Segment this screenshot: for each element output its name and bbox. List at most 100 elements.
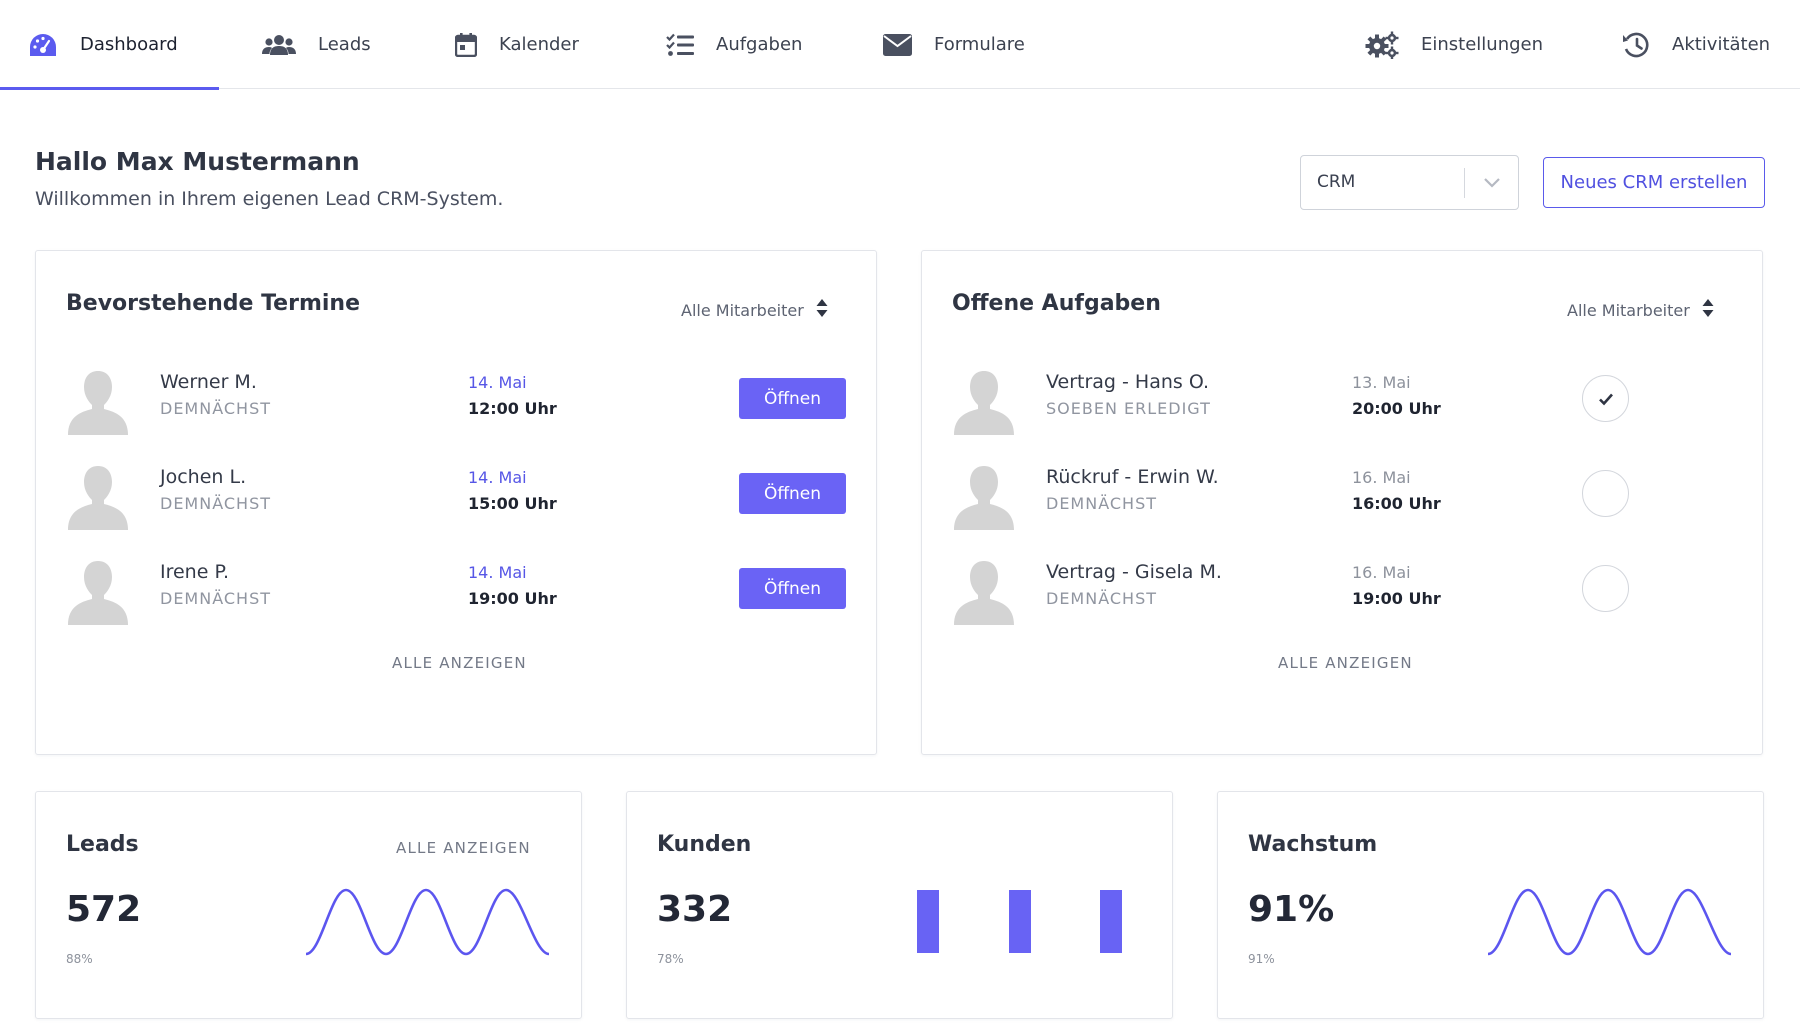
appointment-row: Werner M. DEMNÄCHST 14. Mai 12:00 Uhr Öf… xyxy=(36,363,876,443)
task-row: Rückruf - Erwin W. DEMNÄCHST 16. Mai 16:… xyxy=(922,458,1762,538)
check-icon xyxy=(1598,393,1613,405)
status-label: DEMNÄCHST xyxy=(1046,494,1157,513)
history-icon xyxy=(1622,32,1650,58)
contact-name: Werner M. xyxy=(160,371,257,393)
users-icon xyxy=(262,33,296,57)
nav-label-aktivitaeten: Aktivitäten xyxy=(1672,34,1771,55)
envelope-icon xyxy=(883,33,912,56)
stat-percentage: 91% xyxy=(1248,952,1275,966)
customers-bar-sparkline xyxy=(917,890,1122,953)
stat-title: Wachstum xyxy=(1248,832,1378,857)
tasks-filter[interactable]: Alle Mitarbeiter xyxy=(1567,298,1714,322)
appointment-row: Jochen L. DEMNÄCHST 14. Mai 15:00 Uhr Öf… xyxy=(36,458,876,538)
contact-name: Irene P. xyxy=(160,561,229,583)
avatar-placeholder-icon xyxy=(68,466,128,530)
nav-item-kalender[interactable]: Kalender xyxy=(455,0,579,89)
open-appointment-button[interactable]: Öffnen xyxy=(739,378,846,419)
avatar-placeholder-icon xyxy=(954,371,1014,435)
nav-item-leads[interactable]: Leads xyxy=(262,0,371,89)
appointments-card: Bevorstehende Termine Alle Mitarbeiter W… xyxy=(35,250,877,755)
task-name: Vertrag - Gisela M. xyxy=(1046,561,1222,583)
appointment-date: 14. Mai xyxy=(468,468,527,487)
task-time: 19:00 Uhr xyxy=(1352,589,1441,608)
calendar-icon xyxy=(455,32,477,57)
nav-label-kalender: Kalender xyxy=(499,34,579,55)
status-label: SOEBEN ERLEDIGT xyxy=(1046,399,1211,418)
sort-icon xyxy=(816,298,828,322)
growth-wave-sparkline xyxy=(1487,888,1732,956)
appointments-title: Bevorstehende Termine xyxy=(66,291,361,316)
task-name: Vertrag - Hans O. xyxy=(1046,371,1210,393)
stat-title: Leads xyxy=(66,832,139,857)
customers-stat-card: Kunden 332 78% xyxy=(626,791,1173,1019)
appointment-time: 12:00 Uhr xyxy=(468,399,557,418)
nav-item-dashboard[interactable]: Dashboard xyxy=(0,0,219,90)
appointment-date: 14. Mai xyxy=(468,373,527,392)
select-separator xyxy=(1464,168,1465,198)
contact-name: Jochen L. xyxy=(160,466,247,488)
dashboard-gauge-icon xyxy=(28,32,58,58)
avatar-placeholder-icon xyxy=(954,561,1014,625)
avatar-placeholder-icon xyxy=(954,466,1014,530)
top-navigation: Dashboard Leads Kalender xyxy=(0,0,1800,90)
task-complete-toggle[interactable] xyxy=(1582,375,1629,422)
crm-select-value: CRM xyxy=(1317,172,1356,192)
appointments-show-all-link[interactable]: ALLE ANZEIGEN xyxy=(392,654,527,672)
open-appointment-button[interactable]: Öffnen xyxy=(739,568,846,609)
task-name: Rückruf - Erwin W. xyxy=(1046,466,1219,488)
appointment-time: 19:00 Uhr xyxy=(468,589,557,608)
stat-value: 91% xyxy=(1248,889,1335,930)
open-appointment-button[interactable]: Öffnen xyxy=(739,473,846,514)
task-complete-toggle[interactable] xyxy=(1582,470,1629,517)
appointment-time: 15:00 Uhr xyxy=(468,494,557,513)
status-label: DEMNÄCHST xyxy=(1046,589,1157,608)
nav-item-aktivitaeten[interactable]: Aktivitäten xyxy=(1622,0,1770,89)
status-label: DEMNÄCHST xyxy=(160,589,271,608)
filter-label: Alle Mitarbeiter xyxy=(681,300,804,320)
task-date: 16. Mai xyxy=(1352,468,1411,487)
welcome-text: Willkommen in Ihrem eigenen Lead CRM-Sys… xyxy=(35,188,504,210)
status-label: DEMNÄCHST xyxy=(160,494,271,513)
gears-icon xyxy=(1365,31,1399,59)
task-row: Vertrag - Gisela M. DEMNÄCHST 16. Mai 19… xyxy=(922,553,1762,633)
nav-label-formulare: Formulare xyxy=(934,34,1025,55)
sort-icon xyxy=(1702,298,1714,322)
nav-label-einstellungen: Einstellungen xyxy=(1421,34,1544,55)
tasks-title: Offene Aufgaben xyxy=(952,291,1161,316)
task-time: 20:00 Uhr xyxy=(1352,399,1441,418)
tasks-card: Offene Aufgaben Alle Mitarbeiter Vertrag… xyxy=(921,250,1763,755)
avatar-placeholder-icon xyxy=(68,561,128,625)
new-crm-button[interactable]: Neues CRM erstellen xyxy=(1543,157,1765,208)
task-time: 16:00 Uhr xyxy=(1352,494,1441,513)
stat-value: 332 xyxy=(657,889,733,930)
nav-label-leads: Leads xyxy=(318,34,371,55)
stat-percentage: 78% xyxy=(657,952,684,966)
leads-stat-card: Leads ALLE ANZEIGEN 572 88% xyxy=(35,791,582,1019)
stat-percentage: 88% xyxy=(66,952,93,966)
leads-wave-sparkline xyxy=(305,888,550,956)
task-row: Vertrag - Hans O. SOEBEN ERLEDIGT 13. Ma… xyxy=(922,363,1762,443)
stat-value: 572 xyxy=(66,889,142,930)
task-complete-toggle[interactable] xyxy=(1582,565,1629,612)
nav-item-formulare[interactable]: Formulare xyxy=(883,0,1025,89)
appointment-date: 14. Mai xyxy=(468,563,527,582)
tasks-show-all-link[interactable]: ALLE ANZEIGEN xyxy=(1278,654,1413,672)
nav-label-dashboard: Dashboard xyxy=(80,34,178,55)
filter-label: Alle Mitarbeiter xyxy=(1567,300,1690,320)
leads-show-all-link[interactable]: ALLE ANZEIGEN xyxy=(396,839,531,857)
chevron-down-icon xyxy=(1481,171,1503,197)
crm-select[interactable]: CRM xyxy=(1300,155,1519,210)
greeting-heading: Hallo Max Mustermann xyxy=(35,147,360,176)
task-list-icon xyxy=(666,33,694,57)
avatar-placeholder-icon xyxy=(68,371,128,435)
stat-title: Kunden xyxy=(657,832,752,857)
nav-item-einstellungen[interactable]: Einstellungen xyxy=(1365,0,1543,89)
nav-item-aufgaben[interactable]: Aufgaben xyxy=(666,0,802,89)
nav-label-aufgaben: Aufgaben xyxy=(716,34,803,55)
task-date: 13. Mai xyxy=(1352,373,1411,392)
appointment-row: Irene P. DEMNÄCHST 14. Mai 19:00 Uhr Öff… xyxy=(36,553,876,633)
status-label: DEMNÄCHST xyxy=(160,399,271,418)
task-date: 16. Mai xyxy=(1352,563,1411,582)
growth-stat-card: Wachstum 91% 91% xyxy=(1217,791,1764,1019)
appointments-filter[interactable]: Alle Mitarbeiter xyxy=(681,298,828,322)
